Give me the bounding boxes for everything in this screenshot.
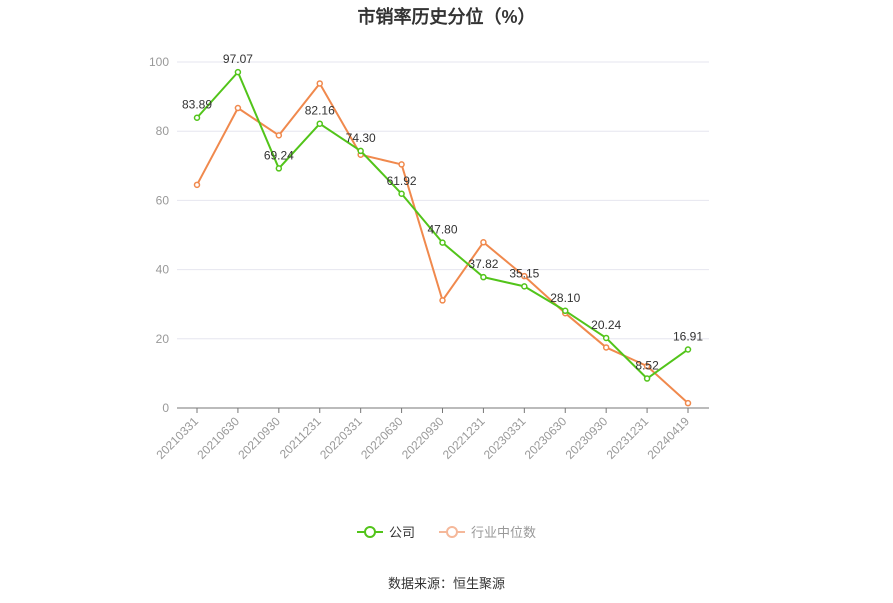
data-label-company: 8.52 — [635, 359, 659, 373]
x-tick-label: 20230930 — [563, 414, 611, 462]
data-label-company: 83.89 — [182, 98, 212, 112]
x-tick-label: 20220930 — [399, 414, 447, 462]
point-industry — [398, 161, 405, 168]
data-label-company: 37.82 — [468, 257, 498, 271]
x-tick-label: 20240419 — [644, 414, 692, 462]
point-company — [643, 375, 651, 382]
x-tick-label: 20230630 — [522, 414, 570, 462]
point-industry — [193, 181, 201, 189]
x-tick-label: 20221231 — [440, 414, 488, 462]
y-tick-label: 20 — [156, 332, 170, 346]
legend-label-industry: 行业中位数 — [471, 525, 537, 540]
point-company — [480, 273, 487, 281]
x-tick-label: 20210630 — [194, 414, 242, 462]
point-industry — [275, 132, 283, 139]
data-labels: 83.89 97.07 69.24 82.16 74.30 61.92 47.80 37.82… — [182, 52, 703, 372]
point-company — [562, 307, 569, 315]
point-industry — [684, 399, 692, 407]
data-label-company: 61.92 — [387, 174, 417, 188]
point-company — [193, 114, 201, 121]
grid-lines — [177, 61, 709, 340]
point-company — [316, 120, 323, 127]
data-label-company: 28.10 — [550, 291, 580, 305]
y-tick-label: 60 — [156, 193, 170, 207]
point-company — [234, 68, 242, 76]
point-industry — [643, 362, 651, 370]
x-tick-label: 20220630 — [358, 414, 406, 462]
source-note: 数据来源：恒生聚源 — [387, 576, 505, 591]
data-label-company: 82.16 — [305, 104, 335, 118]
point-industry — [439, 297, 446, 304]
data-label-company: 69.24 — [264, 148, 294, 162]
data-label-company: 16.91 — [673, 329, 703, 343]
y-tick-label: 100 — [149, 55, 169, 69]
legend-item-industry[interactable]: 行业中位数 — [439, 522, 536, 541]
point-industry — [480, 239, 487, 246]
data-label-company: 47.80 — [427, 223, 457, 237]
data-label-company: 35.15 — [509, 266, 539, 280]
point-industry — [602, 344, 610, 351]
point-company — [275, 165, 283, 172]
x-tick-label: 20210930 — [235, 414, 283, 462]
point-company — [357, 147, 364, 155]
y-tick-label: 40 — [156, 263, 170, 277]
data-label-company: 97.07 — [223, 52, 253, 66]
point-company — [398, 190, 405, 198]
legend-item-company[interactable]: 公司 — [356, 522, 415, 541]
point-company — [602, 334, 610, 342]
point-company — [684, 346, 692, 353]
data-label-company: 74.30 — [346, 131, 376, 145]
point-industry — [234, 104, 242, 112]
x-tick-label: 20211231 — [277, 414, 324, 461]
y-tick-label: 80 — [156, 124, 170, 138]
x-tick-label: 20231231 — [604, 414, 652, 462]
data-label-company: 20.24 — [591, 318, 621, 332]
legend-label-company: 公司 — [388, 525, 415, 540]
point-company — [439, 239, 446, 246]
point-industry — [521, 272, 528, 280]
series — [193, 68, 692, 407]
x-tick-label: 20210331 — [153, 414, 201, 462]
x-tick-label: 20220331 — [317, 414, 365, 462]
legend-swatch-company — [356, 525, 383, 538]
legend: 公司 行业中位数 — [0, 522, 893, 541]
point-company — [521, 283, 528, 290]
point-industry — [316, 80, 323, 87]
x-tick-label: 20230331 — [481, 414, 529, 462]
chart-title: 市销率历史分位（%） — [357, 7, 536, 27]
y-tick-label: 0 — [162, 401, 169, 415]
legend-swatch-industry — [439, 525, 465, 538]
